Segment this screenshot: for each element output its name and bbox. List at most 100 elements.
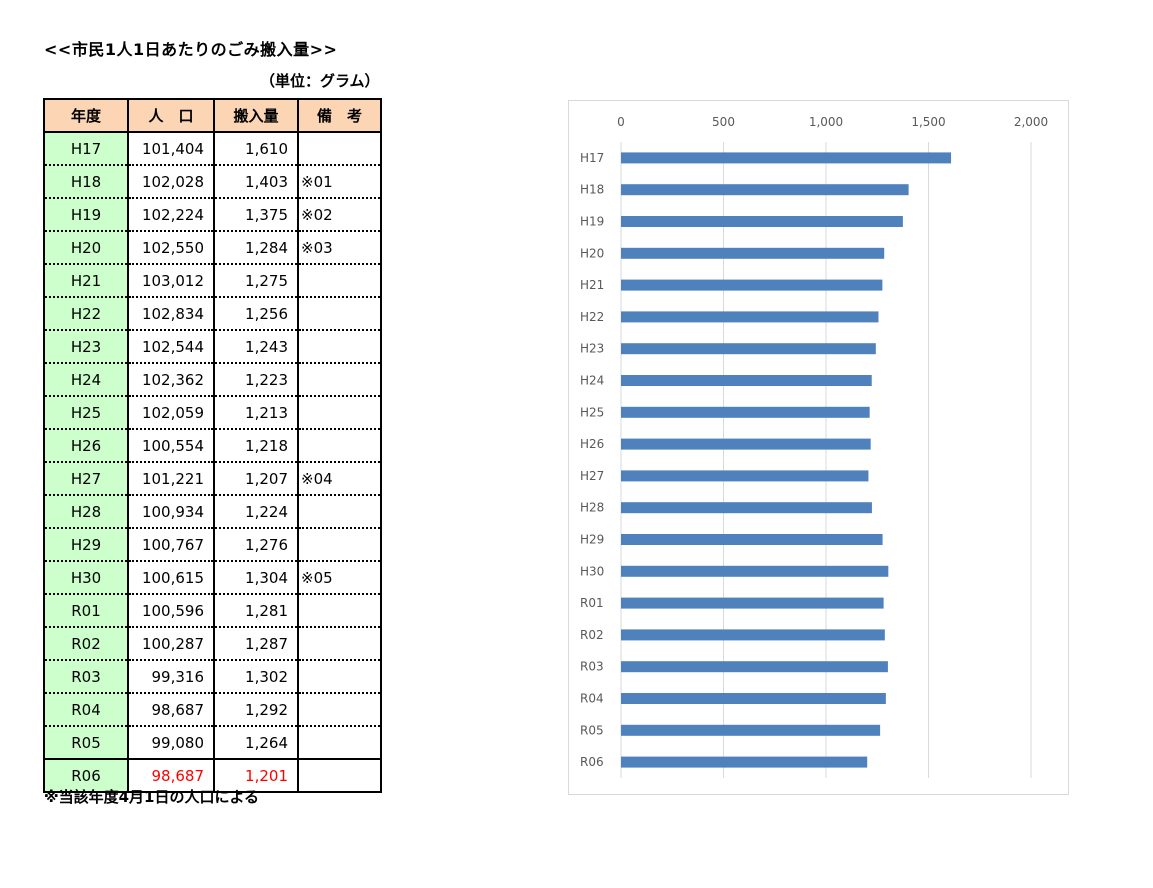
bar — [621, 629, 885, 641]
amount-cell: 1,375 — [213, 198, 299, 232]
bar — [621, 565, 889, 577]
x-tick-label: 1,500 — [911, 115, 945, 129]
y-tick-label: H30 — [580, 564, 604, 578]
table-row: H18 102,028 1,403 ※01 — [43, 165, 382, 199]
amount-cell: 1,275 — [213, 264, 299, 298]
year-cell: R04 — [43, 693, 129, 727]
y-tick-label: R01 — [580, 596, 604, 610]
y-tick-label: H24 — [580, 374, 604, 388]
remark-cell: ※01 — [297, 165, 382, 199]
remark-cell — [297, 726, 382, 760]
amount-cell: 1,302 — [213, 660, 299, 694]
population-cell: 102,834 — [127, 297, 215, 331]
year-cell: H30 — [43, 561, 129, 595]
remark-cell — [297, 264, 382, 298]
remark-cell — [297, 627, 382, 661]
table-row: H29 100,767 1,276 — [43, 528, 382, 562]
bar — [621, 184, 909, 196]
population-cell: 100,767 — [127, 528, 215, 562]
remark-cell — [297, 758, 382, 793]
population-cell: 100,287 — [127, 627, 215, 661]
table-body: H17 101,404 1,610 H18 102,028 1,403 ※01 H19 102,… — [43, 132, 382, 793]
bar — [621, 597, 884, 609]
population-cell: 103,012 — [127, 264, 215, 298]
year-cell: H19 — [43, 198, 129, 232]
table-row: R01 100,596 1,281 — [43, 594, 382, 628]
amount-cell: 1,207 — [213, 462, 299, 496]
header-remark: 備 考 — [297, 98, 382, 133]
table-row: H26 100,554 1,218 — [43, 429, 382, 463]
y-tick-label: R05 — [580, 723, 604, 737]
amount-cell: 1,264 — [213, 726, 299, 760]
remark-cell: ※04 — [297, 462, 382, 496]
remark-cell — [297, 693, 382, 727]
y-tick-label: H23 — [580, 342, 604, 356]
remark-cell — [297, 528, 382, 562]
bar — [621, 152, 952, 164]
table-header-row: 年度 人 口 搬入量 備 考 — [43, 98, 382, 133]
remark-cell — [297, 495, 382, 529]
population-cell: 98,687 — [127, 758, 215, 793]
amount-cell: 1,276 — [213, 528, 299, 562]
y-tick-label: R04 — [580, 692, 604, 706]
population-cell: 100,934 — [127, 495, 215, 529]
table-row: R03 99,316 1,302 — [43, 660, 382, 694]
amount-cell: 1,256 — [213, 297, 299, 331]
table-row: H24 102,362 1,223 — [43, 363, 382, 397]
x-tick-label: 1,000 — [809, 115, 843, 129]
y-tick-label: H25 — [580, 405, 604, 419]
remark-cell — [297, 363, 382, 397]
remark-cell — [297, 594, 382, 628]
year-cell: R01 — [43, 594, 129, 628]
remark-cell: ※03 — [297, 231, 382, 265]
amount-cell: 1,403 — [213, 165, 299, 199]
amount-cell: 1,281 — [213, 594, 299, 628]
table-row: H22 102,834 1,256 — [43, 297, 382, 331]
population-cell: 102,550 — [127, 231, 215, 265]
table-row: H27 101,221 1,207 ※04 — [43, 462, 382, 496]
bar — [621, 311, 879, 323]
population-cell: 98,687 — [127, 693, 215, 727]
remark-cell: ※02 — [297, 198, 382, 232]
header-year: 年度 — [43, 98, 129, 133]
amount-cell: 1,284 — [213, 231, 299, 265]
table-row: R06 98,687 1,201 — [43, 758, 382, 793]
year-cell: H21 — [43, 264, 129, 298]
population-cell: 101,404 — [127, 132, 215, 166]
table-row: H30 100,615 1,304 ※05 — [43, 561, 382, 595]
year-cell: H29 — [43, 528, 129, 562]
x-tick-label: 2,000 — [1014, 115, 1048, 129]
bar — [621, 375, 872, 386]
remark-cell: ※05 — [297, 561, 382, 595]
amount-cell: 1,218 — [213, 429, 299, 463]
bar — [621, 693, 886, 704]
footnote: ※当該年度4月1日の人口による — [44, 788, 260, 806]
y-tick-label: H18 — [580, 183, 604, 197]
y-tick-label: R02 — [580, 628, 604, 642]
bar — [621, 216, 903, 227]
year-cell: H18 — [43, 165, 129, 199]
year-cell: R03 — [43, 660, 129, 694]
remark-cell — [297, 132, 382, 166]
remark-cell — [297, 297, 382, 331]
amount-cell: 1,304 — [213, 561, 299, 595]
table-row: H19 102,224 1,375 ※02 — [43, 198, 382, 232]
y-tick-label: H20 — [580, 246, 604, 260]
remark-cell — [297, 396, 382, 430]
remark-cell — [297, 330, 382, 364]
year-cell: R06 — [43, 758, 129, 793]
year-cell: H26 — [43, 429, 129, 463]
year-cell: H28 — [43, 495, 129, 529]
year-cell: H24 — [43, 363, 129, 397]
y-tick-label: H27 — [580, 469, 604, 483]
year-cell: H20 — [43, 231, 129, 265]
population-cell: 99,080 — [127, 726, 215, 760]
table-row: H28 100,934 1,224 — [43, 495, 382, 529]
population-cell: 102,362 — [127, 363, 215, 397]
bar — [621, 470, 869, 482]
remark-cell — [297, 660, 382, 694]
year-cell: R05 — [43, 726, 129, 760]
amount-cell: 1,243 — [213, 330, 299, 364]
unit-label: （単位：グラム） — [260, 72, 380, 90]
population-cell: 100,615 — [127, 561, 215, 595]
